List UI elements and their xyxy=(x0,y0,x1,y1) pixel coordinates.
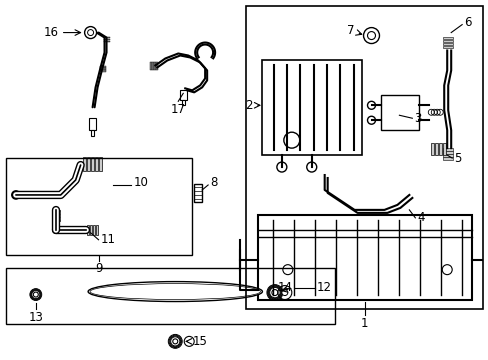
Bar xyxy=(430,143,433,155)
Bar xyxy=(194,184,202,202)
Text: 17: 17 xyxy=(170,103,185,116)
Text: 16: 16 xyxy=(43,26,59,39)
Bar xyxy=(152,62,154,71)
Circle shape xyxy=(367,101,375,109)
Circle shape xyxy=(441,265,451,275)
Bar xyxy=(182,100,185,105)
Bar xyxy=(381,95,419,130)
Circle shape xyxy=(33,292,38,297)
Circle shape xyxy=(367,116,375,124)
Circle shape xyxy=(12,191,20,199)
Bar xyxy=(52,210,60,212)
Bar xyxy=(442,151,452,154)
Bar xyxy=(103,39,109,40)
Bar xyxy=(86,157,89,171)
Bar xyxy=(442,157,452,159)
Circle shape xyxy=(271,289,277,296)
Bar xyxy=(442,37,452,39)
Bar xyxy=(6,268,334,324)
Bar xyxy=(442,40,452,42)
Circle shape xyxy=(276,162,286,172)
Text: 10: 10 xyxy=(133,176,148,189)
Text: 6: 6 xyxy=(463,16,471,29)
Bar xyxy=(150,62,152,71)
Bar xyxy=(100,67,105,68)
Bar xyxy=(103,37,109,38)
Text: 11: 11 xyxy=(101,233,115,246)
Bar xyxy=(262,60,361,155)
Text: 4: 4 xyxy=(416,211,424,224)
Bar xyxy=(52,213,60,215)
Text: 2: 2 xyxy=(245,99,252,112)
Bar xyxy=(100,71,105,72)
Bar xyxy=(103,41,109,42)
Bar xyxy=(442,148,452,150)
Circle shape xyxy=(306,162,316,172)
Bar xyxy=(90,130,93,136)
Text: 9: 9 xyxy=(95,262,102,275)
Text: 3: 3 xyxy=(413,112,421,125)
Bar xyxy=(442,143,446,155)
Bar xyxy=(94,157,98,171)
Bar xyxy=(89,225,92,235)
Bar xyxy=(100,68,105,70)
Bar xyxy=(442,154,452,157)
Bar xyxy=(6,158,192,255)
Bar xyxy=(154,62,156,71)
Text: 12: 12 xyxy=(316,281,331,294)
Circle shape xyxy=(184,336,194,346)
Bar xyxy=(52,219,60,221)
Text: 1: 1 xyxy=(360,318,367,330)
Text: 15: 15 xyxy=(192,335,206,348)
Bar xyxy=(52,216,60,219)
Text: 7: 7 xyxy=(346,24,354,37)
Bar xyxy=(156,62,158,71)
Bar xyxy=(92,225,95,235)
Bar xyxy=(82,157,85,171)
Bar xyxy=(434,143,437,155)
Bar xyxy=(88,118,95,130)
Text: 13: 13 xyxy=(28,311,43,324)
Circle shape xyxy=(282,265,292,275)
Circle shape xyxy=(281,289,287,296)
Circle shape xyxy=(283,132,299,148)
Bar xyxy=(258,215,471,300)
Circle shape xyxy=(87,30,93,36)
Bar xyxy=(86,225,89,235)
Bar xyxy=(180,90,187,100)
Bar xyxy=(95,225,98,235)
Bar xyxy=(442,42,452,45)
Bar xyxy=(90,157,93,171)
Text: 5: 5 xyxy=(453,152,461,165)
Bar xyxy=(438,143,441,155)
Bar xyxy=(245,6,482,310)
Text: 8: 8 xyxy=(210,176,217,189)
Text: 14: 14 xyxy=(277,281,292,294)
Circle shape xyxy=(363,28,379,44)
Circle shape xyxy=(172,339,178,344)
Ellipse shape xyxy=(88,282,262,302)
Circle shape xyxy=(367,32,375,40)
Bar xyxy=(99,157,102,171)
Bar xyxy=(442,45,452,48)
Circle shape xyxy=(84,27,96,39)
